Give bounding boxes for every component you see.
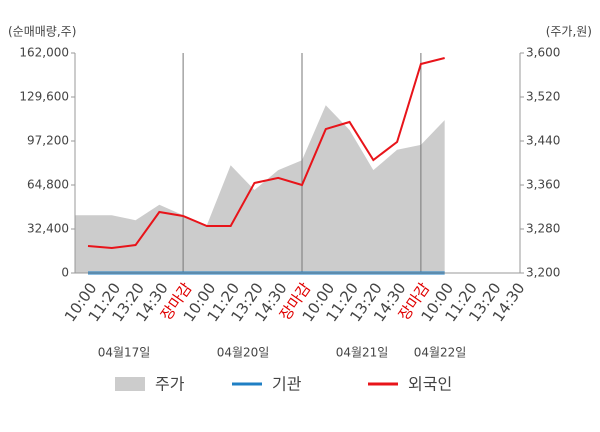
y2-tick-label: 3,360 <box>526 178 560 192</box>
y-tick-label: 162,000 <box>19 46 69 60</box>
legend-label: 기관 <box>272 375 302 394</box>
y-tick-label: 97,200 <box>27 134 69 148</box>
y-tick-label: 32,400 <box>27 222 69 236</box>
y2-tick-label: 3,440 <box>526 134 560 148</box>
legend-swatch <box>115 377 145 391</box>
y2-tick-label: 3,520 <box>526 90 560 104</box>
date-label: 04월22일 <box>414 346 467 360</box>
series-line <box>87 57 445 250</box>
date-label: 04월21일 <box>336 346 389 360</box>
y2-tick-label: 3,200 <box>526 266 560 280</box>
date-label: 04월17일 <box>98 346 151 360</box>
y-tick-label: 129,600 <box>19 90 69 104</box>
legend-label: 외국인 <box>408 375 452 394</box>
y2-axis-label: (주가,원) <box>546 25 592 39</box>
legend-label: 주가 <box>155 375 185 394</box>
y-axis-label: (순매매량,주) <box>8 25 76 39</box>
y-tick-label: 0 <box>61 266 69 280</box>
y-tick-label: 64,800 <box>27 178 69 192</box>
y2-tick-label: 3,280 <box>526 222 560 236</box>
price-area <box>75 105 445 273</box>
date-label: 04월20일 <box>217 346 270 360</box>
y2-tick-label: 3,600 <box>526 46 560 60</box>
